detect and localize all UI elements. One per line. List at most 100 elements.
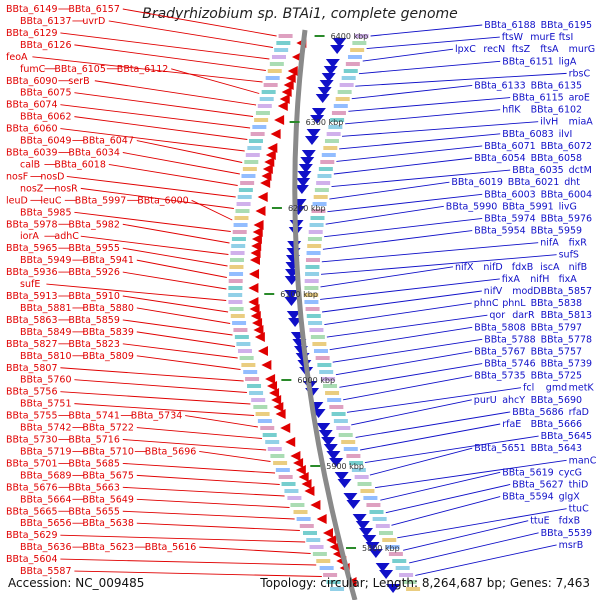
left-gene-label: BBta_6149 xyxy=(6,4,58,15)
feature-band xyxy=(309,545,324,549)
right-gene-label: manC xyxy=(569,455,597,466)
left-gene-label: leuD xyxy=(6,195,28,206)
feature-band xyxy=(229,265,244,269)
right-gene-label: BBta_5954 xyxy=(474,226,526,237)
feature-band xyxy=(245,377,260,381)
feature-band xyxy=(328,125,343,129)
feature-band xyxy=(317,174,332,178)
right-connector-lines xyxy=(320,24,567,576)
feature-band xyxy=(349,461,364,465)
feature-band xyxy=(269,62,284,66)
left-connector xyxy=(122,8,277,37)
right-gene-label: dctM xyxy=(569,165,592,176)
topology-value: circular; xyxy=(320,576,369,590)
forward-gene-arrow xyxy=(283,80,294,90)
left-gene-label: nosZ xyxy=(20,183,44,194)
feature-band xyxy=(305,272,320,276)
forward-gene-arrow xyxy=(290,451,301,461)
left-connector xyxy=(122,295,229,313)
left-connector xyxy=(136,474,280,485)
left-gene-label: BBta_6074 xyxy=(6,100,58,111)
feature-band xyxy=(290,503,305,507)
left-connector xyxy=(74,570,322,577)
left-gene-label: BBta_6049 xyxy=(20,136,72,147)
right-gene-label: cycG xyxy=(559,467,582,478)
left-connector xyxy=(108,20,274,48)
feature-band xyxy=(330,587,345,591)
kbp-tick-label: 6300 kbp xyxy=(306,118,344,127)
feature-band xyxy=(307,237,322,241)
right-gene-label: BBta_5808 xyxy=(474,322,526,333)
right-connector xyxy=(325,205,444,225)
forward-gene-arrow xyxy=(273,402,284,412)
forward-gene-arrow xyxy=(257,346,268,356)
right-gene-label: aroE xyxy=(569,93,590,104)
feature-band xyxy=(312,552,327,556)
feature-band xyxy=(313,349,328,353)
feature-band xyxy=(341,440,356,444)
left-gene-label: feoA xyxy=(6,52,28,63)
feature-band xyxy=(315,356,330,360)
reverse-gene-arrow xyxy=(317,87,332,96)
feature-band xyxy=(388,552,403,556)
length-label: Length: xyxy=(372,576,419,590)
left-gene-label: BBta_6039 xyxy=(6,148,58,159)
right-gene-label: BBta_5725 xyxy=(531,371,583,382)
left-gene-label: BBta_5663 xyxy=(68,482,120,493)
feature-band xyxy=(260,426,275,430)
right-gene-label: glgX xyxy=(559,492,581,503)
left-connector xyxy=(136,498,290,508)
right-gene-label: BBta_5788 xyxy=(484,334,536,345)
reverse-gene-arrow xyxy=(284,297,299,306)
left-connector xyxy=(136,427,262,439)
feature-band xyxy=(312,342,327,346)
feature-band xyxy=(338,433,353,437)
feature-band xyxy=(347,55,362,59)
forward-gene-arrow xyxy=(253,220,264,230)
left-gene-label: BBta_5936 xyxy=(6,267,58,278)
left-gene-label: BBta_5913 xyxy=(6,291,58,302)
left-gene-label: BBta_5910 xyxy=(68,291,120,302)
forward-gene-arrow xyxy=(293,458,304,468)
right-gene-label: BBta_5746 xyxy=(484,359,536,370)
feature-band xyxy=(310,216,325,220)
right-gene-label: nifA xyxy=(540,238,559,249)
kbp-tick-label: 6400 kbp xyxy=(331,32,369,41)
forward-gene-arrow xyxy=(264,157,275,167)
feature-band xyxy=(372,517,387,521)
right-gene-label: hflK xyxy=(502,105,521,116)
right-connector xyxy=(380,471,501,501)
right-connector xyxy=(339,133,501,150)
forward-gene-arrow xyxy=(265,150,276,160)
map-title: Bradyrhizobium sp. BTAi1, complete genom… xyxy=(142,6,458,22)
forward-gene-arrow xyxy=(261,360,272,370)
feature-band xyxy=(326,580,341,584)
forward-gene-arrow xyxy=(257,192,268,202)
left-gene-label: BBta_5982 xyxy=(68,219,120,230)
right-gene-label: ilvH xyxy=(540,117,558,128)
right-gene-label: BBta_5539 xyxy=(541,528,593,539)
left-gene-label: BBta_5742 xyxy=(20,423,72,434)
left-connector xyxy=(60,32,270,60)
right-gene-label: BBta_6021 xyxy=(508,177,560,188)
feature-band xyxy=(310,335,325,339)
feature-band xyxy=(304,286,319,290)
left-connector xyxy=(60,104,251,129)
right-gene-label: BBta_6035 xyxy=(512,165,564,176)
right-connector xyxy=(366,36,500,49)
forward-gene-arrow xyxy=(248,297,259,307)
reverse-gene-arrow xyxy=(296,178,311,187)
left-gene-label: BBta_5859 xyxy=(68,315,120,326)
right-gene-label: metK xyxy=(569,383,595,394)
left-connector xyxy=(122,510,295,520)
feature-band xyxy=(309,328,324,332)
feature-band xyxy=(406,587,421,591)
left-gene-label: sufE xyxy=(20,279,40,290)
left-gene-label: iorA xyxy=(20,231,39,242)
left-gene-label: BBta_5616 xyxy=(145,542,197,553)
feature-band xyxy=(304,293,319,297)
right-gene-label: BBta_5767 xyxy=(474,346,526,357)
right-gene-label: phnL xyxy=(502,298,526,309)
right-gene-label: BBta_6133 xyxy=(474,80,526,91)
left-gene-label: BBta_5649 xyxy=(82,494,134,505)
